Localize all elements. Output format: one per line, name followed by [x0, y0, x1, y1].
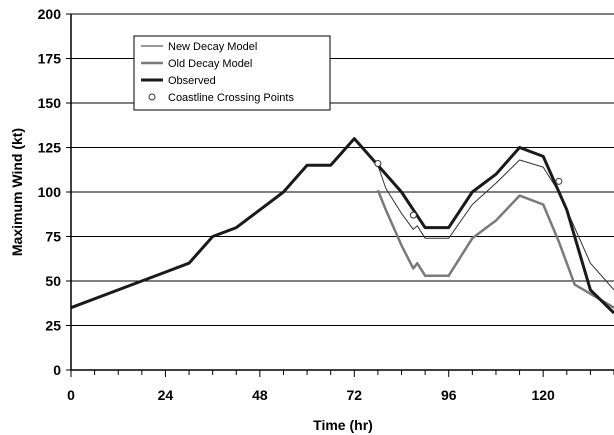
x-tick-label-0: 0: [67, 387, 75, 403]
series-line-old: [376, 189, 614, 309]
y-tick-label-75: 75: [45, 229, 61, 245]
x-tick-label-24: 24: [158, 387, 174, 403]
y-tick-label-125: 125: [38, 140, 62, 156]
y-tick-labels: 0 25 50 75 100 125 150 175 200: [38, 6, 62, 378]
y-tick-label-50: 50: [45, 273, 61, 289]
x-tick-label-120: 120: [531, 387, 555, 403]
y-tick-label-150: 150: [38, 95, 62, 111]
legend-label-old: Old Decay Model: [168, 58, 252, 70]
legend-label-new: New Decay Model: [168, 41, 257, 53]
y-tick-label-175: 175: [38, 51, 62, 67]
x-axis-title: Time (hr): [313, 417, 373, 433]
x-tick-label-48: 48: [252, 387, 268, 403]
crossing-point-2: [555, 177, 563, 185]
y-tick-label-100: 100: [38, 184, 62, 200]
legend-box: [133, 35, 331, 111]
y-tick-label-25: 25: [45, 318, 61, 334]
axes: [66, 13, 614, 377]
crossing-point-1: [409, 211, 417, 219]
y-axis-title: Maximum Wind (kt): [9, 128, 25, 256]
x-tick-label-96: 96: [441, 387, 457, 403]
plot-series: [70, 137, 614, 315]
legend-swatch-crossing-point: [148, 93, 156, 101]
y-tick-label-200: 200: [38, 6, 62, 22]
legend-label-observed: Observed: [168, 75, 216, 87]
crossing-point-0: [374, 160, 382, 168]
series-line-obs: [70, 137, 614, 315]
legend-label-crossing-points: Coastline Crossing Points: [168, 92, 294, 104]
series-line-new: [377, 159, 614, 291]
legend: New Decay Model Old Decay Model Observed…: [133, 35, 331, 111]
x-tick-labels: 0 24 48 72 96 120: [67, 387, 555, 403]
y-tick-label-0: 0: [53, 362, 61, 378]
x-tick-label-72: 72: [347, 387, 363, 403]
